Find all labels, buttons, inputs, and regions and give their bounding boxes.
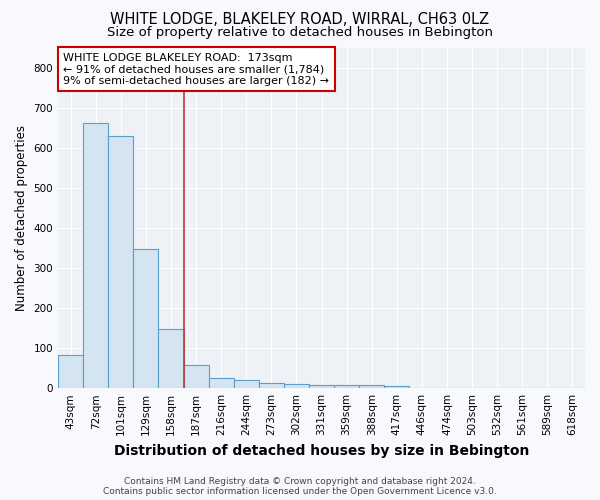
Bar: [259, 383, 284, 388]
Bar: [359, 386, 384, 388]
Bar: [133, 248, 158, 388]
Bar: [58, 355, 83, 388]
Bar: [83, 123, 108, 388]
X-axis label: Distribution of detached houses by size in Bebington: Distribution of detached houses by size …: [114, 444, 529, 458]
Bar: [334, 386, 359, 388]
Bar: [384, 386, 409, 388]
Text: WHITE LODGE, BLAKELEY ROAD, WIRRAL, CH63 0LZ: WHITE LODGE, BLAKELEY ROAD, WIRRAL, CH63…: [110, 12, 490, 26]
Bar: [309, 386, 334, 388]
Bar: [158, 329, 184, 388]
Text: WHITE LODGE BLAKELEY ROAD:  173sqm
← 91% of detached houses are smaller (1,784)
: WHITE LODGE BLAKELEY ROAD: 173sqm ← 91% …: [64, 52, 329, 86]
Bar: [184, 366, 209, 388]
Bar: [233, 380, 259, 388]
Bar: [108, 136, 133, 388]
Text: Size of property relative to detached houses in Bebington: Size of property relative to detached ho…: [107, 26, 493, 39]
Y-axis label: Number of detached properties: Number of detached properties: [15, 125, 28, 311]
Bar: [284, 384, 309, 388]
Text: Contains HM Land Registry data © Crown copyright and database right 2024.
Contai: Contains HM Land Registry data © Crown c…: [103, 476, 497, 496]
Bar: [209, 378, 233, 388]
